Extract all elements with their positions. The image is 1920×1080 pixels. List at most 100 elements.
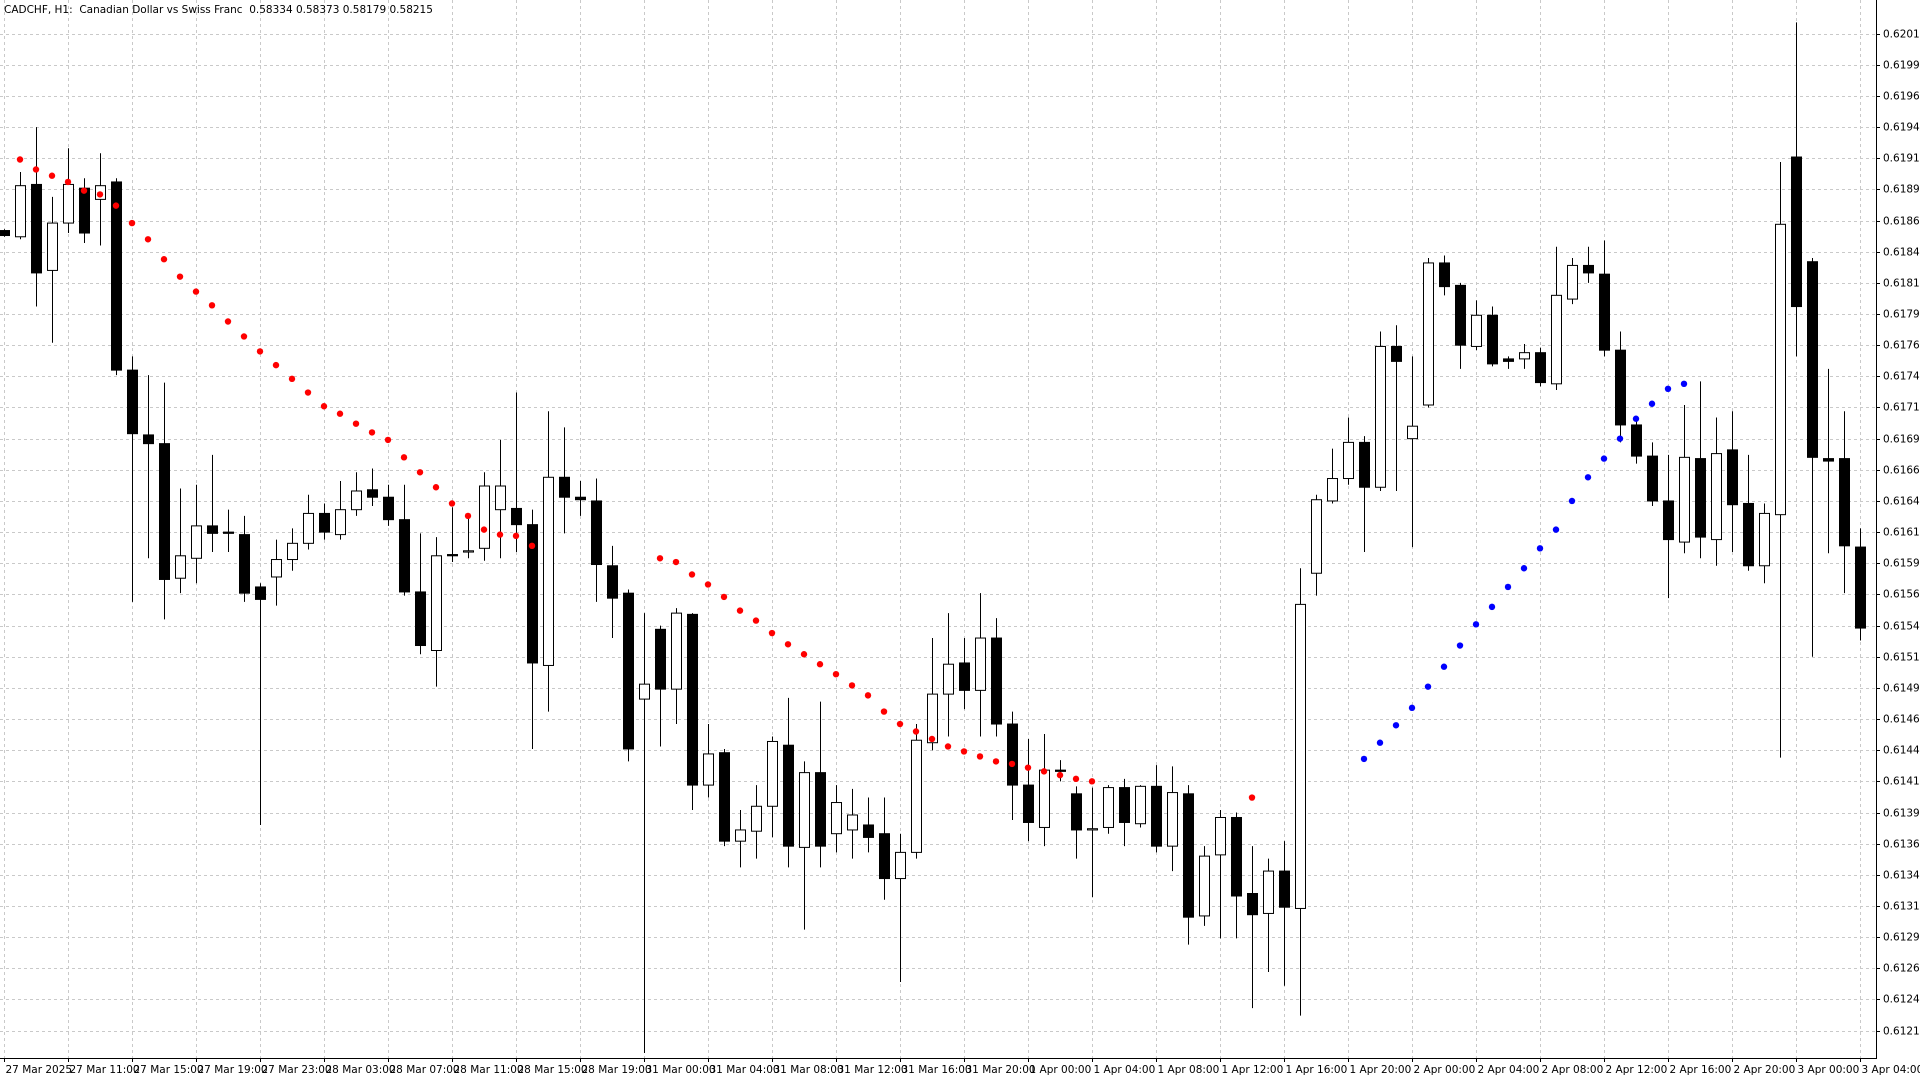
candle-body (1647, 455, 1658, 502)
sar-dot (752, 617, 760, 624)
candle-body (767, 740, 778, 807)
sar-dot (1664, 385, 1672, 393)
sar-dot (1648, 400, 1656, 407)
y-tick-label: 0.61915 (1883, 153, 1920, 165)
candle-body (127, 369, 138, 435)
sar-dot (1472, 621, 1480, 628)
y-tick-label: 0.62015 (1883, 29, 1920, 41)
sar-dot (32, 166, 40, 173)
y-tick-label: 0.61865 (1883, 216, 1920, 228)
candle-body (63, 183, 74, 224)
chart-title: CADCHF, H1: Canadian Dollar vs Swiss Fra… (4, 4, 433, 16)
sar-dot (64, 178, 72, 186)
candle-body (1439, 262, 1450, 288)
candle-body (1039, 769, 1050, 828)
candle-body (1023, 784, 1034, 823)
candle-body (1359, 441, 1370, 488)
sar-dot (992, 758, 1000, 765)
sar-dot (1376, 739, 1384, 746)
candle-body (1391, 345, 1402, 362)
x-tick-label: 3 Apr 04:00 (1862, 1064, 1920, 1076)
sar-dot (944, 743, 952, 750)
candle-body (271, 559, 282, 578)
sar-dot (480, 526, 488, 533)
y-tick-label: 0.61315 (1883, 901, 1920, 913)
candle-body (1551, 294, 1562, 385)
candle-body (431, 555, 442, 652)
candle-body (495, 485, 506, 511)
sar-dot (1632, 415, 1640, 422)
x-tick-label: 2 Apr 08:00 (1542, 1064, 1604, 1076)
candle-body (639, 683, 650, 700)
candle-body (1599, 273, 1610, 351)
candle-body (143, 434, 154, 445)
candle-body (623, 592, 634, 750)
x-tick-label: 28 Mar 19:00 (582, 1064, 652, 1076)
x-tick-label: 1 Apr 08:00 (1158, 1064, 1220, 1076)
x-tick-label: 27 Mar 23:00 (262, 1064, 332, 1076)
candle-body (655, 628, 666, 690)
sar-dot (832, 670, 840, 678)
candle-body (239, 534, 250, 594)
x-tick-label: 1 Apr 20:00 (1350, 1064, 1412, 1076)
candle-body (335, 509, 346, 536)
sar-dot (848, 682, 856, 689)
sar-dot (112, 202, 120, 209)
sar-dot (416, 469, 424, 476)
sar-dot (432, 484, 440, 491)
sar-dot (1248, 794, 1256, 801)
candle-body (1567, 264, 1578, 300)
sar-dot (192, 288, 200, 295)
x-tick-label: 2 Apr 12:00 (1606, 1064, 1668, 1076)
sar-dot (672, 558, 680, 566)
candle-body (367, 489, 378, 498)
sar-dot (320, 403, 328, 410)
sar-dot (448, 500, 456, 507)
candle-body (783, 744, 794, 847)
y-tick-label: 0.61365 (1883, 839, 1920, 851)
sar-dot (528, 542, 536, 550)
candle-body (799, 772, 810, 848)
y-tick-label: 0.61965 (1883, 91, 1920, 103)
sar-dot (1008, 760, 1016, 768)
sar-dot (272, 361, 280, 369)
x-tick-label: 31 Mar 12:00 (838, 1064, 908, 1076)
sar-dot (1456, 642, 1464, 649)
candle-body (1695, 458, 1706, 538)
candle-body (1727, 449, 1738, 506)
candle-body (415, 591, 426, 647)
sar-dot (1088, 778, 1096, 785)
candle-body (607, 565, 618, 599)
candle-body (79, 187, 90, 234)
x-tick-label: 2 Apr 04:00 (1478, 1064, 1540, 1076)
candle-body (1471, 314, 1482, 347)
candle-body (591, 500, 602, 566)
x-tick-label: 31 Mar 20:00 (966, 1064, 1036, 1076)
sar-dot (208, 302, 216, 309)
sar-dot (496, 531, 504, 538)
sar-dot (1424, 683, 1432, 690)
sar-dot (16, 156, 24, 163)
candle-body (1231, 816, 1242, 897)
candle-body (1183, 793, 1194, 918)
sar-dot (1056, 771, 1064, 779)
candle-body (175, 555, 186, 579)
sar-dot (1024, 764, 1032, 771)
candle-body (1503, 358, 1514, 362)
candle-body (831, 802, 842, 835)
sar-dot (1440, 663, 1448, 670)
sar-dot (1360, 755, 1368, 763)
candle-body (1151, 785, 1162, 847)
x-tick-label: 28 Mar 11:00 (454, 1064, 524, 1076)
candle-body (1791, 156, 1802, 308)
x-tick-label: 28 Mar 07:00 (390, 1064, 460, 1076)
